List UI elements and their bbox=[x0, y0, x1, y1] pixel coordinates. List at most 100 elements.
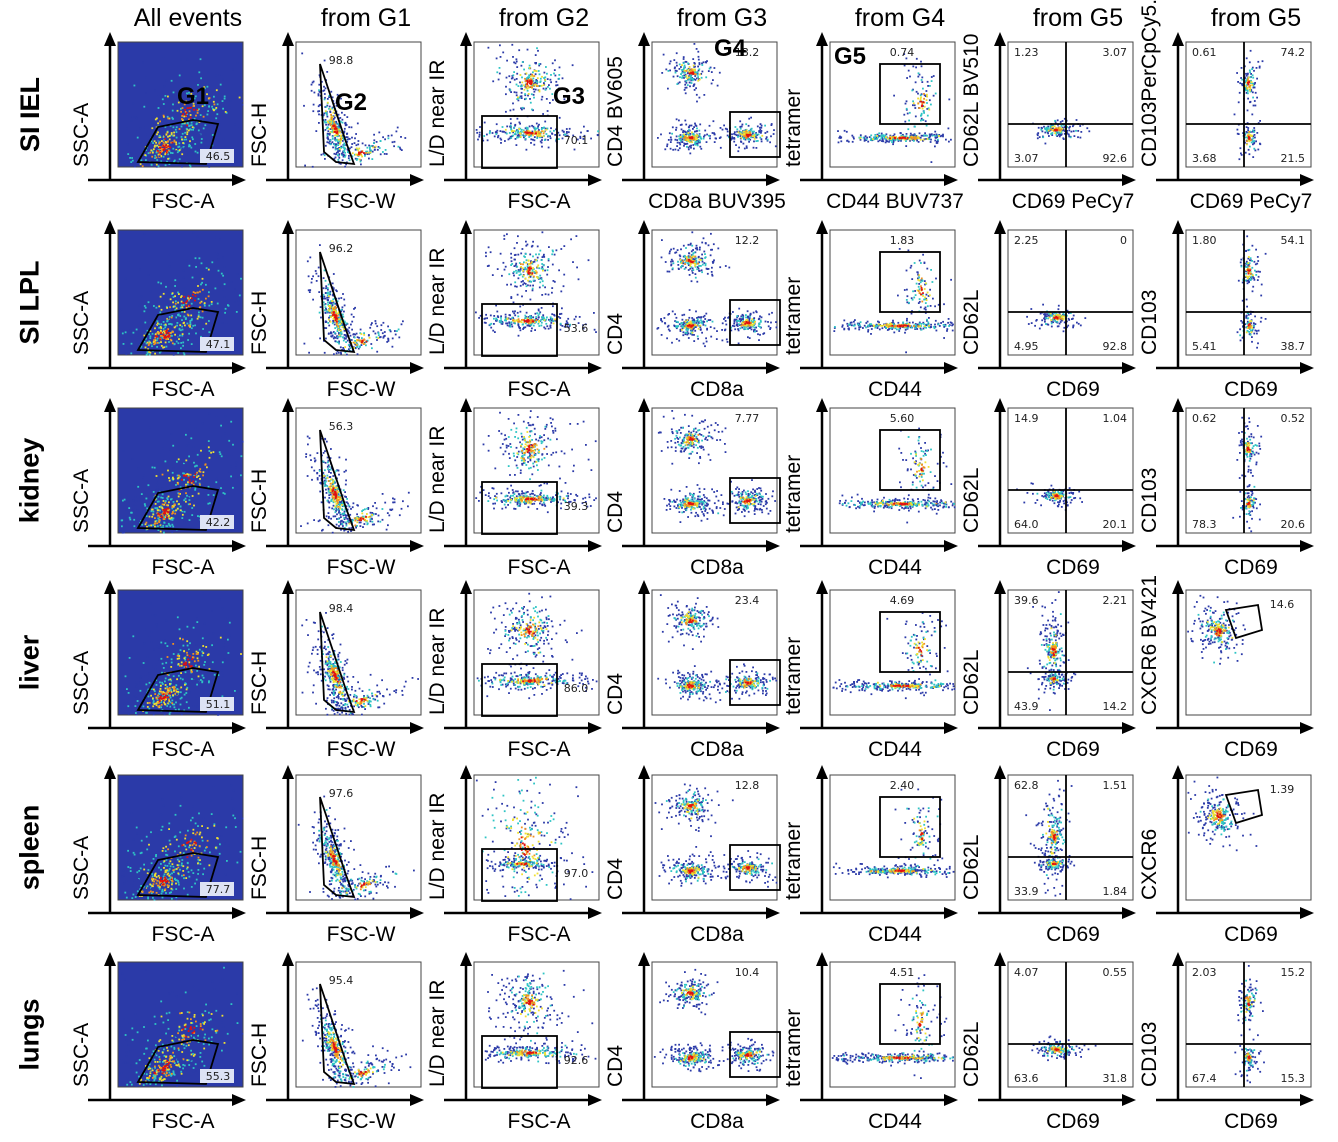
event-dot bbox=[534, 88, 537, 91]
event-dot bbox=[561, 137, 564, 140]
event-dot bbox=[697, 256, 700, 259]
event-dot bbox=[766, 139, 769, 142]
event-dot bbox=[337, 326, 340, 329]
column-header: from G3 bbox=[676, 4, 768, 32]
event-dot bbox=[156, 342, 159, 344]
event-dot bbox=[184, 324, 186, 327]
event-dot bbox=[735, 134, 738, 137]
event-dot bbox=[682, 56, 685, 58]
event-dot bbox=[204, 311, 206, 314]
event-dot bbox=[1252, 137, 1255, 140]
event-dot bbox=[203, 86, 206, 89]
event-dot bbox=[199, 277, 202, 279]
event-dot bbox=[324, 279, 327, 282]
event-dot bbox=[542, 314, 545, 317]
event-dot bbox=[162, 292, 165, 295]
event-dot bbox=[328, 107, 330, 110]
event-dot bbox=[142, 163, 145, 166]
event-dot bbox=[198, 121, 201, 123]
event-dot bbox=[144, 66, 147, 68]
event-dot bbox=[179, 324, 182, 327]
event-dot bbox=[521, 108, 523, 111]
event-dot bbox=[533, 83, 536, 86]
event-dot bbox=[686, 145, 688, 148]
event-dot bbox=[155, 130, 158, 133]
event-dot bbox=[746, 134, 749, 137]
event-dot bbox=[529, 98, 531, 100]
event-dot bbox=[159, 325, 162, 328]
event-dot bbox=[197, 84, 199, 86]
event-dot bbox=[529, 315, 531, 317]
event-dot bbox=[694, 273, 697, 275]
event-dot bbox=[154, 144, 156, 147]
event-dot bbox=[852, 136, 855, 139]
event-dot bbox=[1053, 129, 1056, 131]
event-dot bbox=[522, 267, 524, 270]
event-dot bbox=[124, 331, 127, 334]
event-dot bbox=[327, 301, 329, 304]
event-dot bbox=[1053, 125, 1056, 128]
event-dot bbox=[929, 85, 931, 87]
quadrant-percentage: 0.61 bbox=[1192, 46, 1217, 59]
event-dot bbox=[338, 325, 341, 327]
event-dot bbox=[571, 64, 574, 67]
event-dot bbox=[376, 148, 379, 151]
event-dot bbox=[325, 307, 327, 310]
event-dot bbox=[514, 314, 517, 317]
event-dot bbox=[515, 94, 518, 97]
event-dot bbox=[1254, 136, 1256, 139]
event-dot bbox=[527, 85, 529, 87]
event-dot bbox=[751, 130, 754, 133]
event-dot bbox=[530, 315, 532, 317]
event-dot bbox=[558, 77, 560, 80]
event-dot bbox=[533, 69, 536, 72]
event-dot bbox=[155, 151, 158, 154]
event-dot bbox=[338, 125, 341, 128]
event-dot bbox=[318, 122, 320, 124]
event-dot bbox=[665, 68, 668, 71]
event-dot bbox=[209, 140, 212, 142]
event-dot bbox=[174, 94, 177, 96]
event-dot bbox=[209, 117, 212, 120]
event-dot bbox=[1252, 86, 1255, 89]
event-dot bbox=[232, 252, 235, 255]
event-dot bbox=[178, 139, 181, 141]
event-dot bbox=[132, 331, 135, 334]
event-dot bbox=[1251, 74, 1254, 77]
event-dot bbox=[166, 313, 169, 315]
event-dot bbox=[334, 336, 337, 339]
event-dot bbox=[332, 311, 335, 314]
event-dot bbox=[923, 93, 925, 95]
event-dot bbox=[885, 136, 887, 139]
event-dot bbox=[692, 58, 695, 60]
event-dot bbox=[182, 301, 185, 304]
event-dot bbox=[1237, 101, 1240, 104]
event-dot bbox=[238, 138, 240, 140]
event-dot bbox=[510, 296, 513, 298]
event-dot bbox=[188, 125, 190, 127]
event-dot bbox=[539, 140, 542, 143]
event-dot bbox=[354, 153, 356, 156]
event-dot bbox=[158, 145, 160, 148]
event-dot bbox=[309, 289, 312, 291]
event-dot bbox=[667, 139, 670, 141]
event-dot bbox=[916, 139, 918, 142]
event-dot bbox=[345, 144, 347, 146]
event-dot bbox=[129, 330, 132, 333]
event-dot bbox=[905, 57, 908, 60]
event-dot bbox=[536, 134, 538, 137]
axis-arrows bbox=[978, 32, 1136, 186]
event-dot bbox=[917, 97, 919, 100]
event-dot bbox=[339, 323, 342, 325]
event-dot bbox=[536, 127, 539, 130]
event-dot bbox=[550, 322, 553, 324]
event-dot bbox=[674, 148, 677, 151]
event-dot bbox=[178, 54, 180, 56]
event-dot bbox=[915, 66, 917, 69]
event-dot bbox=[327, 283, 330, 286]
event-dot bbox=[533, 136, 536, 138]
event-dot bbox=[695, 134, 698, 136]
event-dot bbox=[759, 131, 762, 134]
event-dot bbox=[520, 107, 522, 110]
event-dot bbox=[688, 133, 690, 136]
